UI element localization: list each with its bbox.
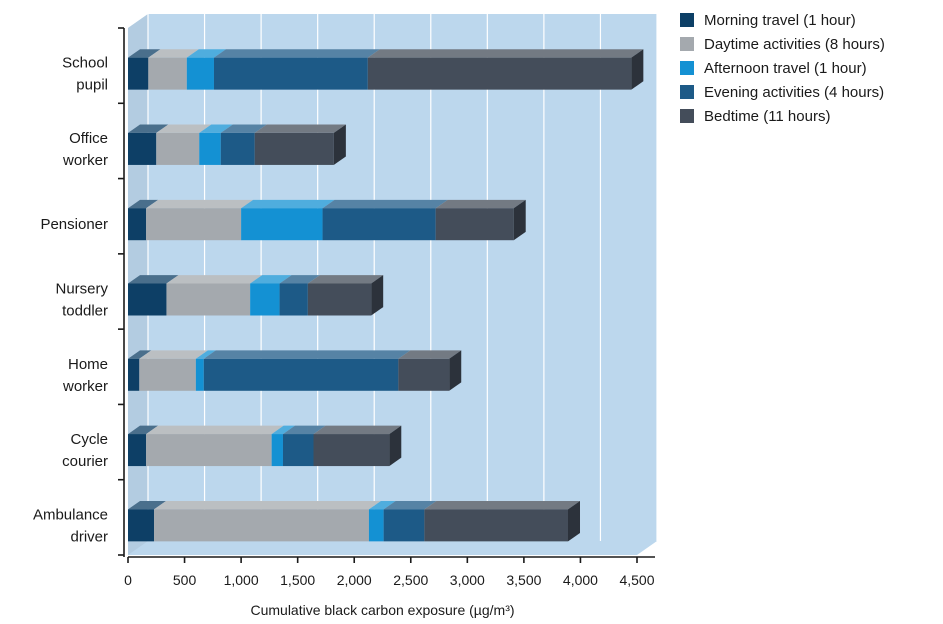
bar-end-face [449,350,462,391]
bar-segment [254,124,346,165]
legend-label: Daytime activities (8 hours) [704,35,885,53]
legend-label: Morning travel (1 hour) [704,11,856,29]
bars [128,49,644,542]
bar-segment [367,49,644,90]
legend-swatch [680,85,694,99]
bar-segment [213,49,380,90]
legend-swatch [680,61,694,75]
category-label: Pensioner [40,216,108,233]
bar-segment [195,350,216,391]
legend-swatch [680,13,694,27]
bar-segment [279,275,320,316]
x-tick-label: 4,000 [563,572,598,588]
bar-segment [128,500,167,542]
category-label: Cycle [70,431,108,448]
bar-segment [203,350,411,391]
x-tick-label: 2,500 [393,572,428,588]
bar-segment [250,275,292,316]
bar-segment [146,199,254,241]
bar-segment [383,500,437,542]
bar-segment [128,425,159,467]
bar-segment [128,49,161,90]
bar-segment [435,199,526,241]
bar-end-face [389,425,402,467]
bar-segment [128,275,179,316]
bar-segment [154,500,381,542]
bar-segment [282,425,326,467]
legend-label: Evening activities (4 hours) [704,83,885,101]
bar-segment [139,350,208,391]
bar-segment [220,124,267,165]
category-label: worker [62,378,108,395]
bar-end-face [333,124,346,165]
legend: Morning travel (1 hour) Daytime activitie… [680,8,885,128]
axes [118,27,655,563]
bar-segment [128,124,169,165]
legend-item: Bedtime (11 hours) [680,104,885,128]
bar-segment [166,275,263,316]
bar-segment [186,49,226,90]
bar-segment [271,425,295,467]
category-label: worker [62,152,108,169]
legend-item: Morning travel (1 hour) [680,8,885,32]
category-label: Ambulance [33,506,108,523]
x-tick-label: 1,500 [280,572,315,588]
category-label: pupil [76,77,108,94]
bar-segment [148,49,199,90]
x-axis-title: Cumulative black carbon exposure (µg/m³) [250,602,514,618]
bar-segment [146,425,284,467]
x-tick-label: 1,000 [224,572,259,588]
x-tick-label: 3,000 [450,572,485,588]
bar-segment [424,500,581,542]
bar-segment [199,124,233,165]
bar-end-face [513,199,526,241]
bar-segment [241,199,335,241]
x-tick-label: 3,500 [506,572,541,588]
category-label: driver [70,528,108,545]
category-label: Nursery [55,281,108,298]
x-tick-labels: 0 500 1,000 1,500 2,000 2,500 3,000 3,500 4,000 4… [124,572,655,588]
bar-end-face [631,49,644,90]
bar-end-face [371,275,384,316]
category-label: Home [68,356,108,373]
bar-segment [398,350,462,391]
category-labels: School pupil Office worker Pensioner Nursery t… [33,55,109,546]
category-label: toddler [62,303,108,320]
legend-item: Daytime activities (8 hours) [680,32,885,56]
bar-end-face [568,500,581,542]
x-tick-label: 0 [124,572,132,588]
bar-segment [128,199,159,241]
bar-segment [128,350,152,391]
legend-label: Bedtime (11 hours) [704,107,831,125]
category-label: Office [69,130,108,147]
legend-swatch [680,37,694,51]
bar-segment [368,500,396,542]
category-label: courier [62,453,108,470]
legend-label: Afternoon travel (1 hour) [704,59,867,77]
x-tick-label: 2,000 [337,572,372,588]
bar-segment [156,124,212,165]
legend-item: Evening activities (4 hours) [680,80,885,104]
legend-item: Afternoon travel (1 hour) [680,56,885,80]
bar-segment [313,425,402,467]
legend-swatch [680,109,694,123]
x-tick-label: 4,500 [619,572,654,588]
x-tick-label: 500 [173,572,197,588]
category-label: School [62,55,108,72]
bar-segment [322,199,448,241]
bar-segment [307,275,384,316]
